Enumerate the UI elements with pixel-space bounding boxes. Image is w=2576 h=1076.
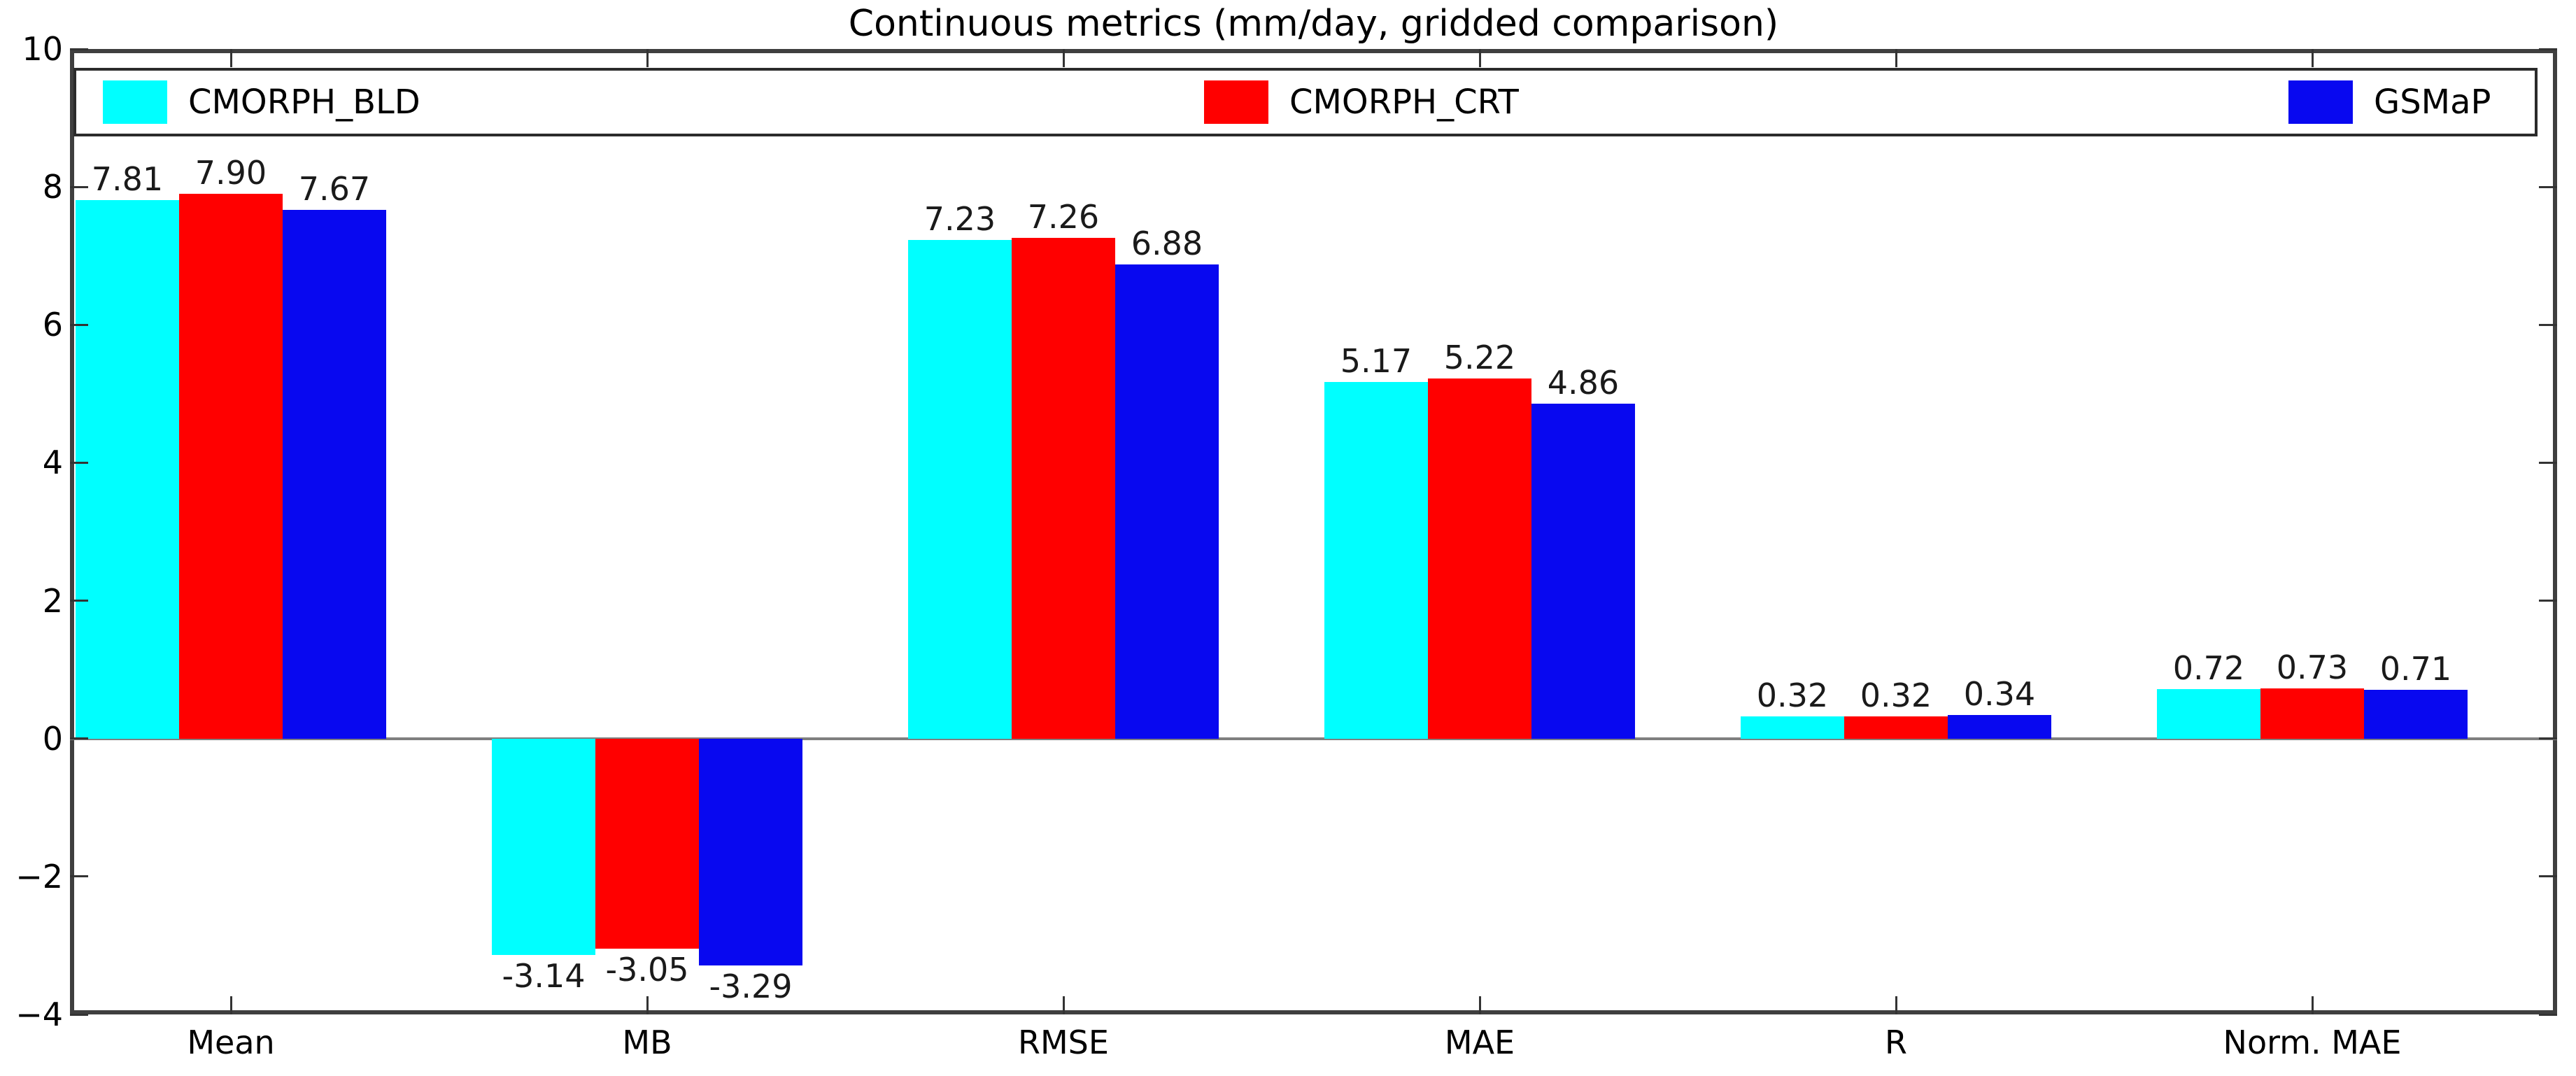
bar: [595, 738, 699, 949]
bar: [76, 199, 179, 739]
bar-value-label: 7.90: [194, 154, 267, 192]
bar-value-label: -3.05: [605, 951, 689, 989]
x-tick: [1478, 49, 1481, 67]
bar: [283, 209, 386, 739]
x-category-label: MB: [622, 1024, 672, 1061]
bar-value-label: 5.17: [1340, 342, 1413, 381]
bar-value-label: 0.32: [1756, 677, 1829, 715]
bar-value-label: 5.22: [1443, 339, 1516, 377]
bar-value-label: 7.81: [91, 160, 164, 198]
y-tick: [70, 185, 88, 188]
x-tick: [1895, 49, 1897, 67]
legend-entry: CMORPH_BLD: [103, 71, 420, 134]
y-tick: [70, 461, 88, 464]
x-category-label: R: [1885, 1024, 1907, 1061]
bar: [1428, 378, 1531, 739]
legend: CMORPH_BLD CMORPH_CRT GSMaP: [73, 68, 2538, 136]
y-tick: [2539, 737, 2557, 740]
y-tick-label: 2: [42, 581, 63, 620]
legend-swatch-cmorph-bld: [103, 80, 167, 124]
x-tick: [646, 49, 649, 67]
y-tick: [70, 48, 88, 50]
x-tick: [1062, 49, 1065, 67]
bar-value-label: 0.71: [2379, 649, 2452, 688]
y-tick-label: −4: [15, 996, 63, 1033]
bar: [2157, 688, 2260, 739]
legend-label: GSMaP: [2374, 83, 2491, 122]
legend-entry: GSMaP: [2288, 71, 2491, 134]
bar-value-label: 0.73: [2276, 648, 2349, 686]
x-tick: [1478, 996, 1481, 1014]
bar: [2364, 689, 2468, 739]
y-tick: [70, 1013, 88, 1016]
bar-value-label: -3.29: [709, 968, 793, 1005]
bar-value-label: 7.26: [1027, 198, 1100, 236]
y-tick-label: 0: [42, 719, 63, 758]
y-tick: [2539, 875, 2557, 878]
y-tick: [2539, 1013, 2557, 1016]
y-tick: [70, 875, 88, 878]
legend-label: CMORPH_BLD: [188, 83, 420, 122]
bar: [908, 240, 1012, 739]
bar: [179, 194, 283, 739]
x-category-label: Norm. MAE: [2223, 1024, 2402, 1061]
bar-value-label: 6.88: [1131, 224, 1203, 262]
plot-area: [70, 49, 2557, 1014]
bar: [1324, 382, 1428, 739]
zero-line: [70, 737, 2557, 740]
y-tick-label: −2: [15, 857, 63, 896]
legend-swatch-gsmap: [2288, 80, 2353, 124]
bar-value-label: 0.34: [1963, 675, 2036, 714]
bar: [1844, 716, 1948, 739]
y-tick-label: 8: [42, 168, 63, 206]
y-tick: [2539, 185, 2557, 188]
bar-value-label: -3.14: [502, 957, 586, 996]
x-tick: [2311, 996, 2314, 1014]
y-tick: [2539, 461, 2557, 464]
x-category-label: Mean: [187, 1024, 275, 1061]
chart-title: Continuous metrics (mm/day, gridded comp…: [848, 3, 1779, 45]
bar: [492, 738, 595, 956]
bar: [1531, 403, 1635, 739]
y-tick: [70, 600, 88, 602]
bar: [699, 738, 802, 965]
bar: [1741, 716, 1844, 739]
x-tick: [1895, 996, 1897, 1014]
x-tick: [229, 49, 232, 67]
x-category-label: MAE: [1444, 1024, 1515, 1061]
legend-entry: CMORPH_CRT: [1204, 71, 1519, 134]
y-tick-label: 10: [22, 30, 63, 68]
y-tick: [2539, 600, 2557, 602]
bar: [1012, 238, 1115, 739]
bar: [2260, 688, 2364, 739]
legend-label: CMORPH_CRT: [1289, 83, 1519, 122]
x-category-label: RMSE: [1018, 1024, 1109, 1061]
x-tick: [646, 996, 649, 1014]
bar: [1948, 715, 2051, 739]
y-tick: [70, 323, 88, 326]
bar: [1115, 264, 1219, 739]
x-tick: [1062, 996, 1065, 1014]
y-tick-label: 4: [42, 444, 63, 482]
x-tick: [2311, 49, 2314, 67]
x-tick: [229, 996, 232, 1014]
y-tick: [2539, 323, 2557, 326]
bar-value-label: 7.23: [923, 200, 996, 239]
bar-value-label: 4.86: [1547, 363, 1620, 402]
y-tick: [2539, 48, 2557, 50]
bar-value-label: 0.72: [2172, 649, 2245, 687]
bar-value-label: 7.67: [298, 169, 371, 208]
legend-swatch-cmorph-crt: [1204, 80, 1268, 124]
bar-value-label: 0.32: [1860, 677, 1932, 715]
y-tick-label: 6: [42, 306, 63, 344]
y-tick: [70, 737, 88, 740]
